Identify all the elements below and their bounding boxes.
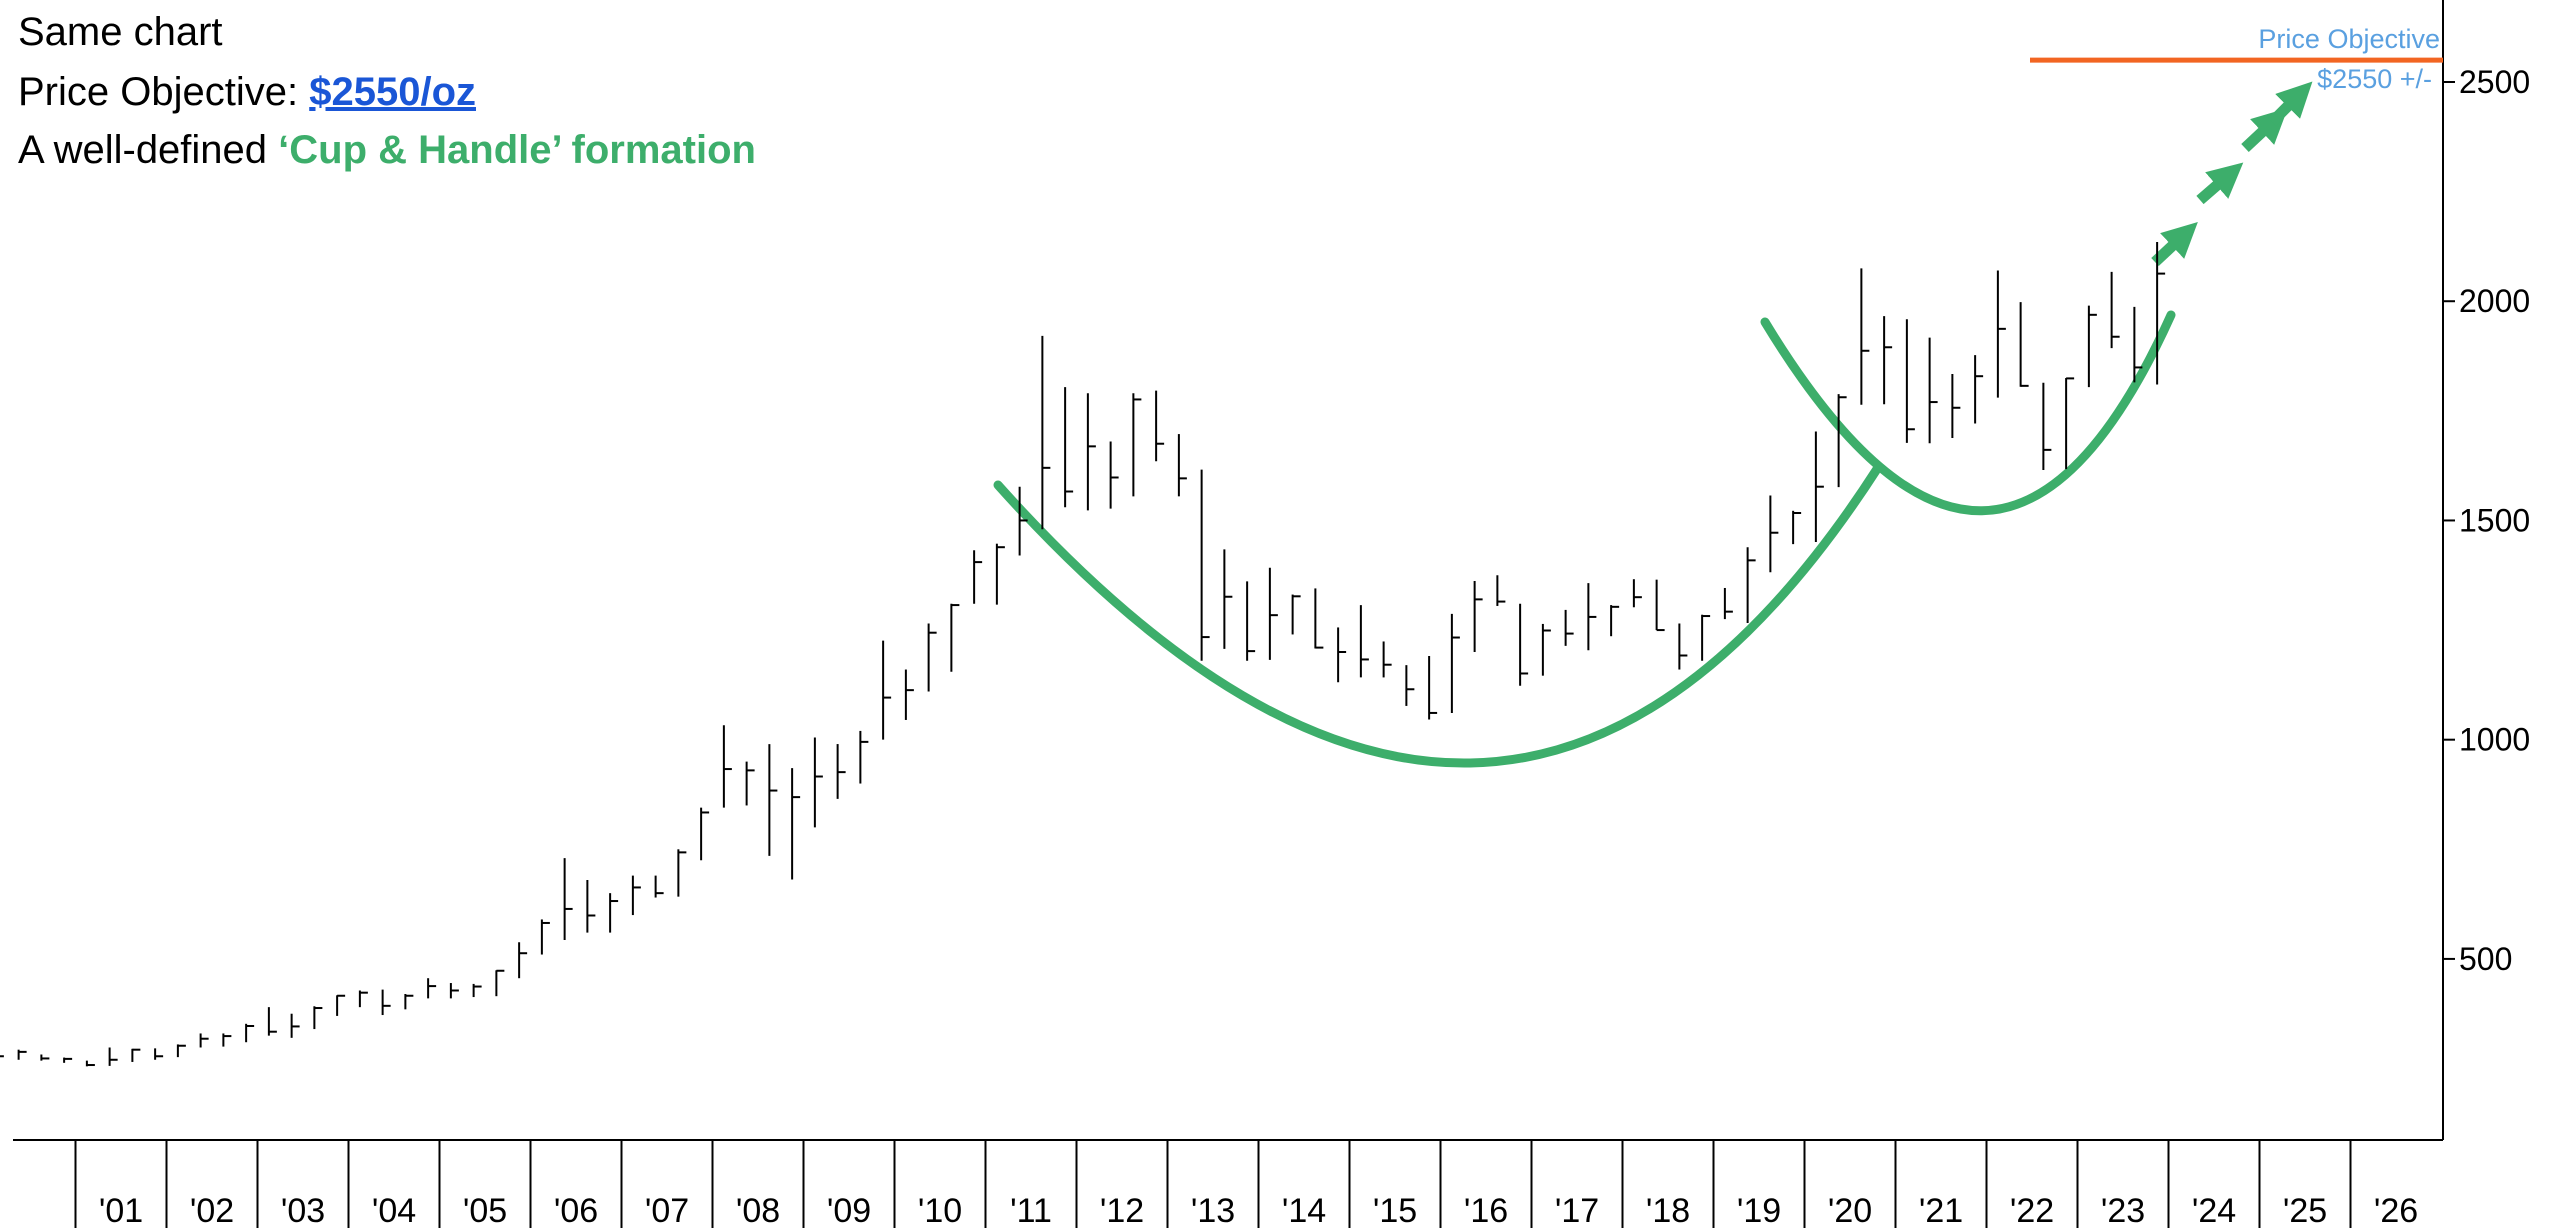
- target-value-label: $2550 +/-: [2317, 64, 2432, 94]
- x-tick-label: '13: [1191, 1192, 1235, 1228]
- cup-curve: [993, 464, 1882, 768]
- y-tick-label: 2000: [2459, 283, 2530, 319]
- x-tick-label: '10: [918, 1192, 962, 1228]
- x-tick-label: '08: [736, 1192, 780, 1228]
- x-tick-label: '04: [372, 1192, 416, 1228]
- x-tick-label: '16: [1464, 1192, 1508, 1228]
- y-tick-label: 2500: [2459, 64, 2530, 100]
- projection-arrow: [2268, 81, 2313, 126]
- formation-prefix: A well-defined: [18, 128, 278, 172]
- x-tick-label: '01: [99, 1192, 143, 1228]
- x-tick-label: '07: [645, 1192, 689, 1228]
- projection-arrow: [2151, 221, 2198, 267]
- projection-arrow: [2241, 107, 2288, 153]
- target-label: Price Objective: [2258, 24, 2440, 54]
- y-tick-label: 1500: [2459, 502, 2530, 538]
- x-tick-label: '14: [1282, 1192, 1326, 1228]
- x-tick-label: '20: [1828, 1192, 1872, 1228]
- x-tick-label: '12: [1100, 1192, 1144, 1228]
- x-tick-label: '03: [281, 1192, 325, 1228]
- y-tick-label: 1000: [2459, 722, 2530, 758]
- x-tick-label: '11: [1010, 1192, 1052, 1228]
- handle-curve: [1760, 310, 2176, 516]
- x-tick-label: '25: [2283, 1192, 2327, 1228]
- formation-line: A well-defined ‘Cup & Handle’ formation: [18, 128, 756, 172]
- x-tick-label: '02: [190, 1192, 234, 1228]
- objective-prefix: Price Objective:: [18, 70, 309, 114]
- x-tick-label: '05: [463, 1192, 507, 1228]
- y-tick-label: 500: [2459, 941, 2512, 977]
- title: Same chart: [18, 10, 223, 54]
- objective-line: Price Objective: $2550/oz: [18, 70, 476, 114]
- x-tick-label: '09: [827, 1192, 871, 1228]
- x-tick-label: '18: [1646, 1192, 1690, 1228]
- x-tick-label: '22: [2010, 1192, 2054, 1228]
- x-tick-label: '23: [2101, 1192, 2145, 1228]
- x-tick-label: '24: [2192, 1192, 2236, 1228]
- formation-name: ‘Cup & Handle’ formation: [278, 128, 756, 172]
- x-tick-label: '19: [1737, 1192, 1781, 1228]
- x-tick-label: '21: [1919, 1192, 1963, 1228]
- objective-value: $2550/oz: [309, 70, 476, 114]
- x-tick-label: '26: [2374, 1192, 2418, 1228]
- projection-arrow: [2196, 162, 2244, 205]
- x-tick-label: '15: [1373, 1192, 1417, 1228]
- x-tick-label: '06: [554, 1192, 598, 1228]
- x-tick-label: '17: [1555, 1192, 1599, 1228]
